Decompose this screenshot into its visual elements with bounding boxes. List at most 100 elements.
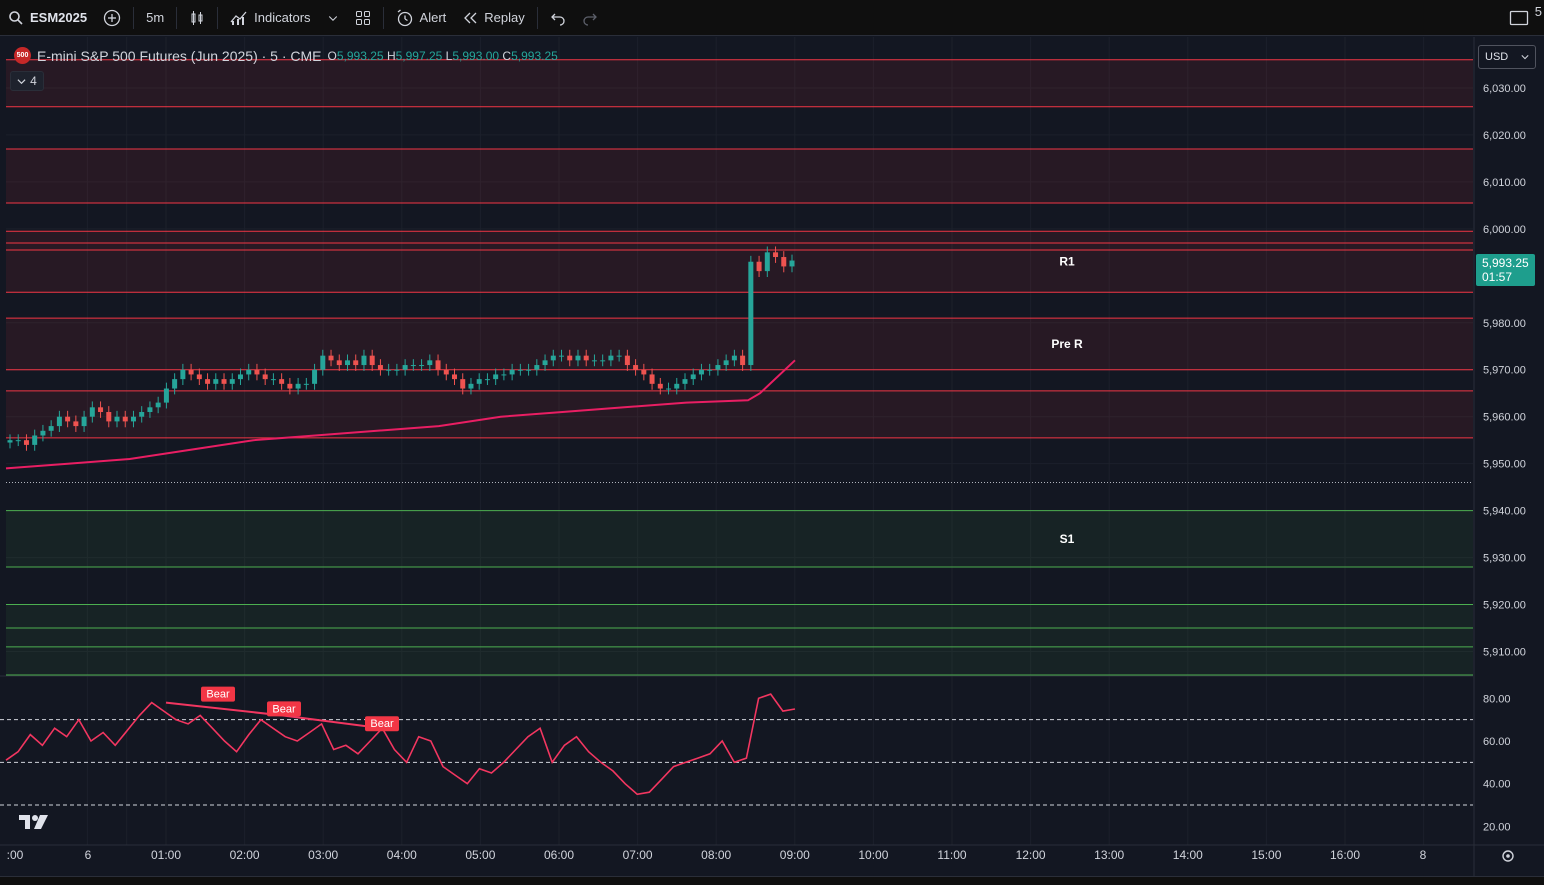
- candle-body: [246, 369, 252, 375]
- toolbar-divider: [536, 6, 538, 29]
- candle-body: [386, 369, 392, 371]
- candle-body: [328, 355, 334, 361]
- templates-dropdown[interactable]: [319, 0, 347, 36]
- candle: [517, 363, 523, 376]
- candle-body: [740, 355, 746, 366]
- time-tick-label: 06:00: [544, 848, 574, 862]
- candle: [591, 354, 597, 367]
- zone-fill: [6, 149, 1473, 204]
- redo-button[interactable]: [574, 0, 606, 36]
- layout-button[interactable]: [347, 0, 379, 36]
- candle-body: [295, 383, 301, 389]
- collapsed-count: 4: [30, 74, 37, 88]
- candle-body: [591, 360, 597, 362]
- symbol-search-button[interactable]: ESM2025: [0, 0, 95, 36]
- candle-body: [690, 374, 696, 380]
- indicators-collapse-button[interactable]: 4: [10, 71, 44, 91]
- candle-body: [715, 365, 721, 370]
- settings-gear-icon[interactable]: [1502, 850, 1514, 862]
- zone-label: Pre R: [1051, 337, 1083, 351]
- candle-body: [213, 379, 219, 384]
- last-price-badge: 5,993.25 01:57: [1476, 254, 1535, 286]
- candle-body: [567, 355, 573, 361]
- candle: [312, 363, 318, 390]
- candle-body: [32, 435, 38, 445]
- candle: [81, 410, 87, 432]
- candle-body: [526, 369, 532, 371]
- chart-type-button[interactable]: [181, 0, 213, 36]
- candle: [246, 363, 252, 381]
- currency-select[interactable]: USD: [1478, 45, 1536, 69]
- candle: [15, 434, 21, 447]
- replay-button[interactable]: Replay: [454, 0, 532, 36]
- candle: [98, 401, 104, 418]
- alert-button[interactable]: Alert: [388, 0, 455, 36]
- price-tick-label: 6,010.00: [1483, 177, 1526, 189]
- candle: [624, 349, 630, 371]
- candle-body: [731, 355, 737, 361]
- rsi-tick-label: 40.00: [1483, 779, 1511, 791]
- undo-button[interactable]: [542, 0, 574, 36]
- candle-body: [48, 426, 54, 431]
- zone-fill: [6, 510, 1473, 567]
- candle: [419, 359, 425, 371]
- candle-body: [369, 355, 375, 366]
- candles: [7, 246, 795, 451]
- candle: [666, 382, 672, 395]
- interval-label: 5m: [146, 10, 165, 25]
- candle: [303, 377, 309, 390]
- candle-body: [583, 355, 589, 361]
- replay-label: Replay: [484, 10, 525, 25]
- candle: [542, 354, 548, 371]
- candle: [32, 429, 38, 451]
- top-toolbar: ESM2025 5m Indicators Alert Replay 5: [0, 0, 1544, 36]
- redo-icon: [583, 13, 597, 26]
- candle-body: [114, 416, 120, 422]
- symbol-logo: 500: [14, 47, 31, 64]
- candle: [130, 410, 136, 428]
- candle: [40, 424, 46, 442]
- candle-body: [649, 374, 655, 384]
- candle-body: [476, 379, 482, 384]
- interval-button[interactable]: 5m: [138, 0, 172, 36]
- candle: [707, 363, 713, 376]
- bar-countdown: 01:57: [1482, 270, 1513, 284]
- candles-icon: [191, 10, 203, 25]
- candle-body: [674, 383, 680, 389]
- gear-center: [1506, 854, 1510, 858]
- compare-button[interactable]: [95, 0, 129, 36]
- symbol-title[interactable]: E-mini S&P 500 Futures (Jun 2025) · 5 · …: [37, 47, 322, 64]
- candle: [493, 368, 499, 386]
- candle-body: [698, 369, 704, 375]
- chart-area[interactable]: R1 Pre R S1 Bear Bear Bear 6,030.00 6,020.00 6…: [0, 37, 1544, 885]
- candle-body: [155, 402, 161, 408]
- fullscreen-button[interactable]: [1505, 0, 1533, 36]
- candle: [410, 359, 416, 371]
- time-axis[interactable]: :00 6 01:00 02:00 03:00 04:00 05:00 06:00 07:00 0…: [0, 844, 1544, 862]
- tradingview-logo-icon[interactable]: [18, 813, 50, 831]
- vwap-line: [5, 359, 796, 470]
- indicators-button[interactable]: Indicators: [222, 0, 318, 36]
- candle-body: [575, 355, 581, 361]
- candle-body: [633, 365, 639, 370]
- time-tick-label: 02:00: [230, 848, 260, 862]
- rsi-tick-label: 20.00: [1483, 821, 1511, 833]
- price-axis[interactable]: 6,030.00 6,020.00 6,010.00 6,000.00 5,980.00…: [1473, 37, 1526, 885]
- rsi-line: [5, 693, 796, 796]
- bear-label: Bear: [365, 716, 399, 732]
- price-tick-label: 5,980.00: [1483, 318, 1526, 330]
- chart-legend: 500 E-mini S&P 500 Futures (Jun 2025) · …: [14, 47, 558, 64]
- rewind-icon: [464, 12, 477, 23]
- candle: [616, 349, 622, 362]
- candle: [139, 406, 145, 423]
- candle: [715, 359, 721, 376]
- candle: [386, 363, 392, 376]
- candle: [501, 368, 507, 381]
- candle: [147, 401, 153, 418]
- chevron-down-icon: [17, 78, 26, 84]
- candle: [369, 349, 375, 371]
- candle: [106, 406, 112, 428]
- candle: [196, 368, 202, 386]
- ohlc-values: O5,993.25 H5,997.25 L5,993.00 C5,993.25: [327, 48, 558, 63]
